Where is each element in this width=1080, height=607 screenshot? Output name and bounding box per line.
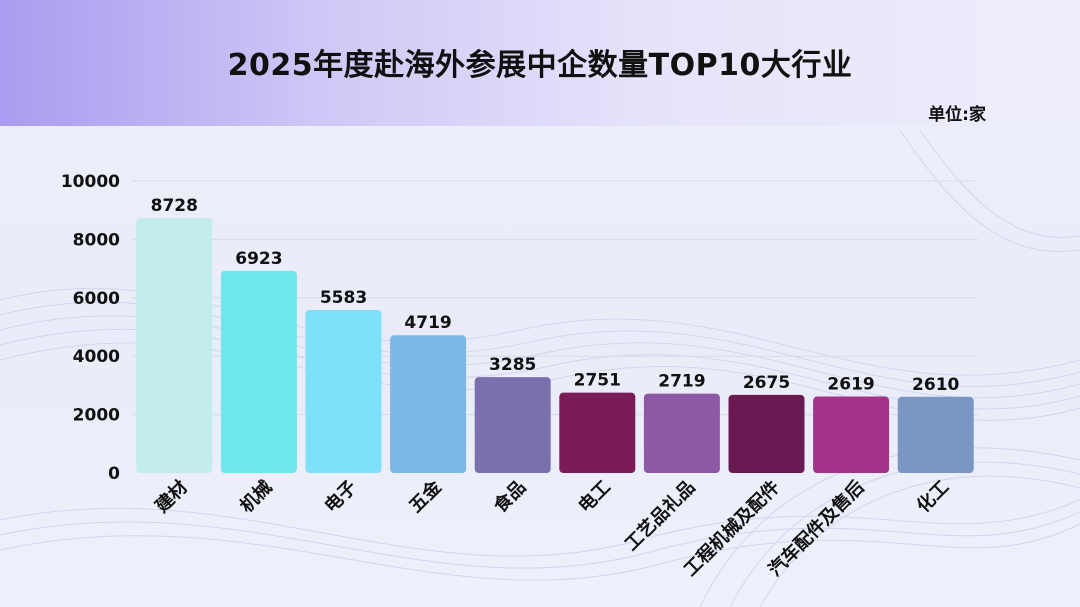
x-tick-label: 五金 — [405, 475, 447, 517]
bar-value-label: 2675 — [743, 373, 790, 393]
y-tick-label: 10000 — [61, 172, 120, 192]
header-band — [0, 0, 1080, 126]
x-tick-label: 化工 — [912, 476, 953, 517]
bar — [897, 396, 974, 473]
bar — [728, 394, 805, 473]
bar-value-label: 2610 — [912, 375, 959, 395]
bar-value-label: 2751 — [574, 371, 621, 391]
y-tick-label: 6000 — [73, 289, 120, 309]
bar — [643, 393, 720, 473]
bar-value-label: 2719 — [658, 372, 705, 392]
bar-value-label: 5583 — [320, 288, 367, 308]
bar-value-label: 3285 — [489, 355, 536, 375]
bar-value-label: 6923 — [235, 249, 282, 269]
bar-value-label: 4719 — [404, 313, 451, 333]
x-tick-label: 建材 — [151, 476, 192, 517]
bar — [390, 335, 467, 473]
bar — [813, 396, 890, 473]
bar — [220, 270, 297, 473]
x-tick-label: 电子 — [320, 476, 361, 517]
unit-label: 单位:家 — [928, 105, 986, 125]
x-tick-label: 机械 — [235, 476, 276, 517]
y-tick-label: 0 — [108, 464, 120, 484]
bar — [559, 392, 636, 473]
bar — [305, 309, 382, 473]
x-tick-label: 工艺品礼品 — [620, 476, 699, 555]
y-tick-label: 4000 — [73, 347, 120, 367]
bar-value-label: 2619 — [827, 375, 874, 395]
y-tick-label: 8000 — [73, 230, 120, 250]
bar — [474, 377, 551, 473]
chart-title: 2025年度赴海外参展中企数量TOP10大行业 — [227, 48, 853, 83]
x-tick-label: 电工 — [574, 476, 615, 517]
x-tick-label: 食品 — [489, 476, 531, 518]
bar — [136, 218, 213, 473]
bar-value-label: 8728 — [151, 196, 198, 216]
y-tick-label: 2000 — [73, 406, 120, 426]
